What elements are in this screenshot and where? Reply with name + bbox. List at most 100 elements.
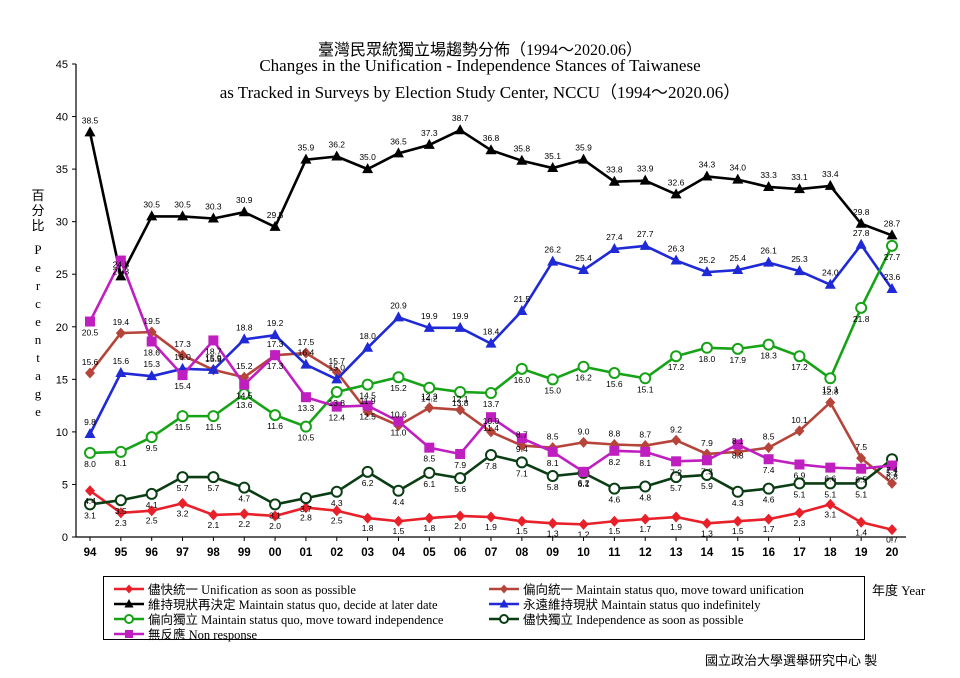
data-label: 1.3 <box>701 528 713 538</box>
data-label: 27.7 <box>884 252 901 262</box>
legend-swatch <box>114 598 144 607</box>
data-label: 29.5 <box>267 210 284 220</box>
data-label: 6.2 <box>362 478 374 488</box>
data-label: 10.6 <box>390 410 407 420</box>
data-label: 7.2 <box>670 467 682 477</box>
data-label: 7.4 <box>763 465 775 475</box>
data-point <box>270 350 281 361</box>
data-label: 15.2 <box>236 361 253 371</box>
x-tick-label: 01 <box>300 547 313 559</box>
data-label: 18.8 <box>236 322 253 332</box>
data-label: 15.1 <box>637 384 654 394</box>
data-point <box>208 335 219 346</box>
data-label: 8.2 <box>608 457 620 467</box>
data-label: 33.8 <box>606 165 623 175</box>
data-label: 24.8 <box>113 259 130 269</box>
data-label: 5.1 <box>824 489 836 499</box>
chart-title-english-line1: Changes in the Unification - Independenc… <box>259 56 701 75</box>
data-point <box>392 147 404 158</box>
data-point <box>114 494 127 507</box>
data-point <box>454 321 466 332</box>
data-label: 11.0 <box>391 427 407 437</box>
x-tick-label: 06 <box>454 547 467 559</box>
data-label: 15.7 <box>328 356 345 366</box>
data-label: 34.3 <box>699 159 716 169</box>
data-point <box>238 481 251 494</box>
x-tick-label: 14 <box>701 547 714 559</box>
data-point <box>423 466 436 479</box>
data-label: 32.6 <box>668 177 685 187</box>
legend-swatch <box>489 613 519 624</box>
data-label: 30.9 <box>236 195 253 205</box>
data-point <box>455 404 466 416</box>
legend-swatch <box>114 613 144 624</box>
legend-item: 儘快獨立 Independence as soon as possible <box>489 609 743 628</box>
data-point <box>763 454 774 465</box>
data-label: 1.8 <box>423 523 435 533</box>
data-point <box>608 242 620 253</box>
data-label: 8.0 <box>84 459 96 469</box>
x-tick-label: 12 <box>639 547 652 559</box>
data-label: 8.5 <box>763 432 775 442</box>
data-point <box>608 175 620 186</box>
data-label: 26.1 <box>760 246 777 256</box>
data-point <box>454 472 467 485</box>
data-label: 4.6 <box>608 495 620 505</box>
data-label: 30.5 <box>143 199 160 209</box>
data-label: 20.5 <box>82 328 99 338</box>
y-tick-label: 30 <box>56 217 68 229</box>
x-tick-label: 07 <box>485 547 498 559</box>
x-tick-label: 11 <box>608 547 621 559</box>
legend-item: 維持現狀再決定 Maintain status quo, decide at l… <box>114 594 438 613</box>
data-point <box>670 188 682 199</box>
data-point <box>793 350 806 363</box>
data-label: 25.4 <box>729 253 746 263</box>
data-point <box>114 445 127 458</box>
data-label: 37.3 <box>421 128 438 138</box>
data-point <box>670 350 683 363</box>
data-point <box>485 144 497 155</box>
data-point <box>300 502 311 514</box>
data-point <box>887 524 897 536</box>
data-label: 26.2 <box>544 245 561 255</box>
data-point <box>700 341 713 354</box>
data-point <box>299 492 312 505</box>
data-point <box>146 370 158 381</box>
x-tick-label: 09 <box>546 547 559 559</box>
data-label: 11.6 <box>267 421 283 431</box>
data-label: 3.1 <box>269 510 281 520</box>
data-point <box>701 170 713 181</box>
data-label: 35.0 <box>359 152 376 162</box>
data-point <box>238 206 250 217</box>
data-label: 14.2 <box>421 394 438 404</box>
data-point <box>145 431 158 444</box>
data-point <box>609 515 620 527</box>
data-label: 15.0 <box>328 362 345 372</box>
data-point <box>700 468 713 481</box>
data-label: 9.5 <box>146 443 158 453</box>
data-point <box>886 229 898 240</box>
data-point <box>886 239 898 252</box>
data-point <box>732 173 744 184</box>
data-label: 14.5 <box>359 391 376 401</box>
data-label: 10.1 <box>791 415 808 425</box>
data-point <box>825 498 836 510</box>
data-point <box>670 471 683 484</box>
data-point <box>393 515 404 527</box>
data-point <box>762 482 775 495</box>
data-point <box>578 466 589 477</box>
data-label: 36.5 <box>390 136 407 146</box>
series-lines <box>84 124 898 536</box>
data-point <box>577 360 590 373</box>
data-point <box>177 210 189 221</box>
data-point <box>177 497 188 509</box>
legend-swatch <box>114 584 144 593</box>
data-label: 35.9 <box>575 143 592 153</box>
data-label: 5.1 <box>855 489 867 499</box>
data-point <box>177 349 188 361</box>
data-point <box>270 510 281 522</box>
data-label: 29.8 <box>853 207 870 217</box>
data-label: 7.1 <box>516 468 528 478</box>
data-point <box>331 505 342 517</box>
